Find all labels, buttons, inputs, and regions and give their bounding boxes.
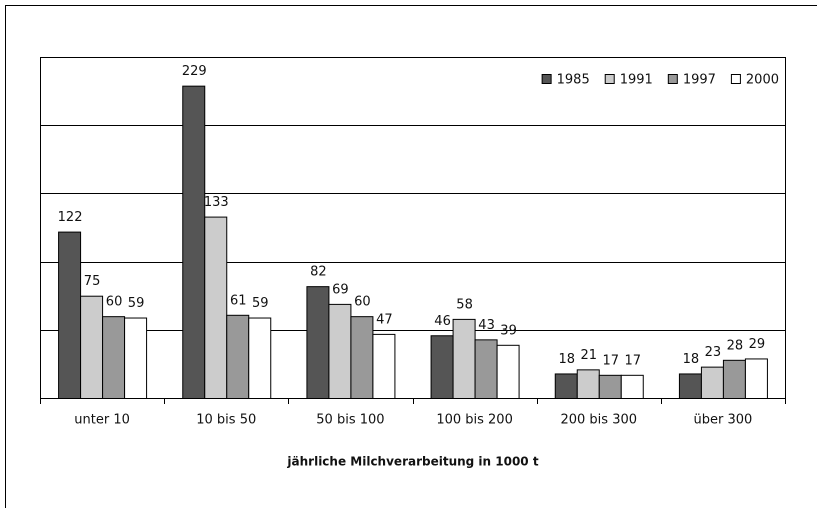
data-label: 82	[310, 265, 327, 280]
legend-label: 1997	[683, 73, 716, 88]
data-label: 28	[727, 338, 744, 353]
bar	[598, 374, 622, 400]
legend-swatch	[730, 74, 741, 84]
data-label: 39	[500, 323, 517, 338]
bar	[182, 85, 206, 399]
data-label: 46	[434, 314, 451, 329]
legend-swatch	[541, 74, 552, 84]
bar	[248, 317, 272, 399]
data-label: 122	[58, 210, 83, 225]
legend-swatch	[604, 74, 615, 84]
data-label: 69	[332, 282, 349, 297]
legend-label: 2000	[746, 73, 779, 88]
bar	[744, 358, 768, 399]
data-label: 61	[230, 293, 247, 308]
bar	[452, 318, 476, 399]
bar	[102, 316, 126, 399]
bar	[554, 373, 578, 399]
data-label: 75	[84, 274, 101, 289]
x-tick-label: 100 bis 200	[436, 413, 513, 428]
data-label: 58	[456, 297, 473, 312]
bar	[678, 373, 702, 399]
data-label: 23	[705, 345, 722, 360]
x-tick-label: 50 bis 100	[316, 413, 384, 428]
bar	[576, 369, 600, 399]
data-label: 47	[376, 312, 393, 327]
legend-label: 1985	[557, 73, 590, 88]
x-axis-title: jährliche Milchverarbeitung in 1000 t	[286, 455, 538, 469]
bar	[306, 286, 330, 400]
x-tick-label: 10 bis 50	[196, 413, 256, 428]
plot-area	[40, 57, 786, 399]
data-label: 21	[580, 348, 597, 363]
bar	[226, 314, 250, 399]
data-label: 133	[204, 195, 229, 210]
bar	[372, 333, 396, 399]
legend-swatch	[667, 74, 678, 84]
data-label: 17	[602, 353, 619, 368]
bar	[58, 231, 82, 399]
data-label: 59	[252, 296, 269, 311]
data-label: 29	[749, 337, 766, 352]
bar	[124, 317, 148, 399]
data-label: 43	[478, 318, 495, 333]
data-label: 229	[182, 64, 207, 79]
bar	[722, 359, 746, 400]
data-label: 18	[558, 352, 575, 367]
bar	[204, 216, 228, 399]
bar	[328, 303, 352, 399]
data-label: 60	[354, 295, 371, 310]
bar	[620, 374, 644, 400]
data-label: 60	[106, 295, 123, 310]
data-label: 18	[683, 352, 700, 367]
legend-label: 1991	[620, 73, 653, 88]
bar	[430, 335, 454, 400]
bar	[474, 339, 498, 399]
bar	[700, 366, 724, 399]
bar	[496, 344, 520, 399]
bar	[350, 316, 374, 399]
x-tick-label: unter 10	[74, 413, 130, 428]
x-tick-label: 200 bis 300	[560, 413, 637, 428]
data-label: 59	[128, 296, 145, 311]
data-label: 17	[624, 353, 641, 368]
bar	[80, 295, 104, 400]
x-tick-label: über 300	[694, 413, 753, 428]
